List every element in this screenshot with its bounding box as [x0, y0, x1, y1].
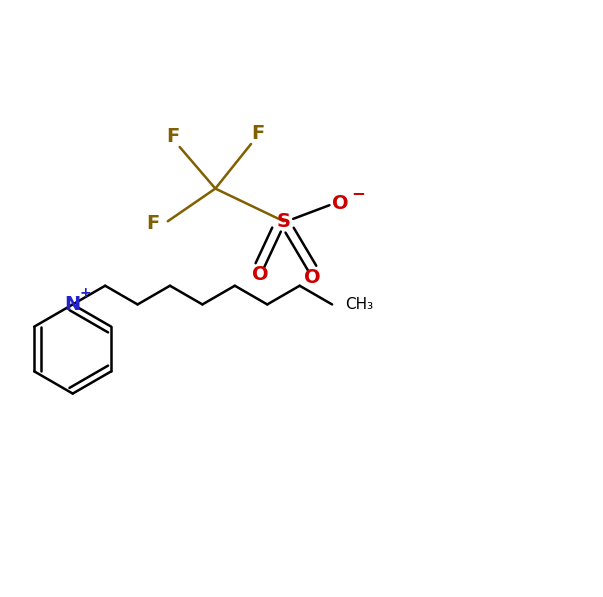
- Text: CH₃: CH₃: [345, 297, 373, 312]
- Text: O: O: [304, 268, 321, 287]
- Text: F: F: [147, 214, 160, 233]
- Text: F: F: [251, 124, 265, 143]
- Text: N: N: [65, 295, 81, 314]
- Text: −: −: [351, 184, 365, 202]
- Text: F: F: [166, 127, 179, 146]
- Text: S: S: [277, 212, 291, 231]
- Text: O: O: [332, 194, 349, 213]
- Text: +: +: [80, 285, 92, 300]
- Text: O: O: [251, 265, 268, 284]
